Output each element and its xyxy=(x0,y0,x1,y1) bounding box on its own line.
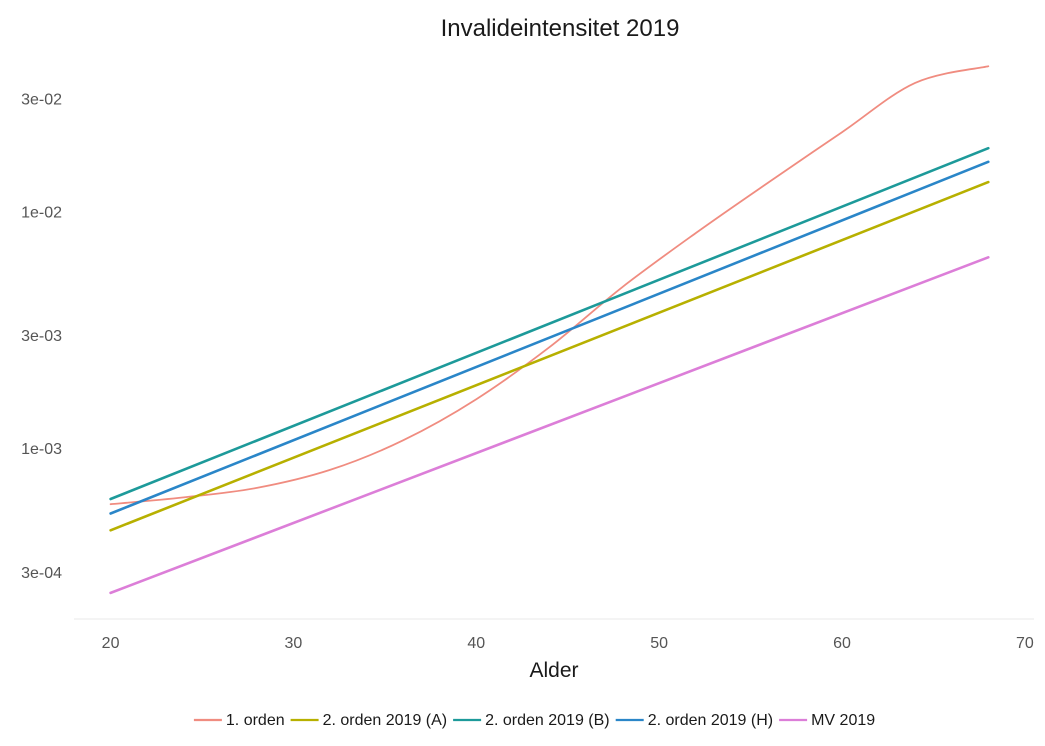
x-tick-label: 20 xyxy=(102,635,120,652)
x-axis-title: Alder xyxy=(529,659,578,682)
x-tick-label: 30 xyxy=(285,635,303,652)
x-tick-label: 40 xyxy=(467,635,485,652)
y-tick-label: 3e-02 xyxy=(21,91,62,108)
y-axis-ticks: 3e-04 1e-03 3e-03 1e-02 3e-02 xyxy=(21,91,62,582)
legend-label: MV 2019 xyxy=(811,712,875,729)
legend-item: 2. orden 2019 (H) xyxy=(615,712,773,729)
series-line-2 xyxy=(109,180,990,532)
legend-item: MV 2019 xyxy=(779,712,875,729)
y-tick-label: 3e-03 xyxy=(21,328,62,345)
legend-item: 1. orden xyxy=(193,712,285,729)
legend-label: 2. orden 2019 (A) xyxy=(323,712,448,729)
legend-label: 1. orden xyxy=(226,712,285,729)
legend-item: 2. orden 2019 (A) xyxy=(290,712,448,729)
y-tick-label: 3e-04 xyxy=(21,565,62,582)
series-layer xyxy=(109,65,990,595)
chart-title: Invalideintensitet 2019 xyxy=(441,15,680,42)
plot-panel xyxy=(74,48,1034,619)
legend-item: 2. orden 2019 (B) xyxy=(453,712,610,729)
y-tick-label: 1e-03 xyxy=(21,441,62,458)
legend-label: 2. orden 2019 (H) xyxy=(648,712,773,729)
series-line-3 xyxy=(109,146,990,501)
x-tick-label: 70 xyxy=(1016,635,1034,652)
x-tick-label: 60 xyxy=(833,635,851,652)
x-tick-label: 50 xyxy=(650,635,668,652)
series-line-4 xyxy=(109,160,990,515)
series-line-5 xyxy=(109,256,990,595)
legend: 1. orden 2. orden 2019 (A) 2. orden 2019 (… xyxy=(193,712,875,729)
legend-label: 2. orden 2019 (B) xyxy=(485,712,610,729)
x-axis-ticks: 20 30 40 50 60 70 xyxy=(102,635,1034,652)
y-tick-label: 1e-02 xyxy=(21,204,62,221)
series-line-1 xyxy=(109,65,990,506)
